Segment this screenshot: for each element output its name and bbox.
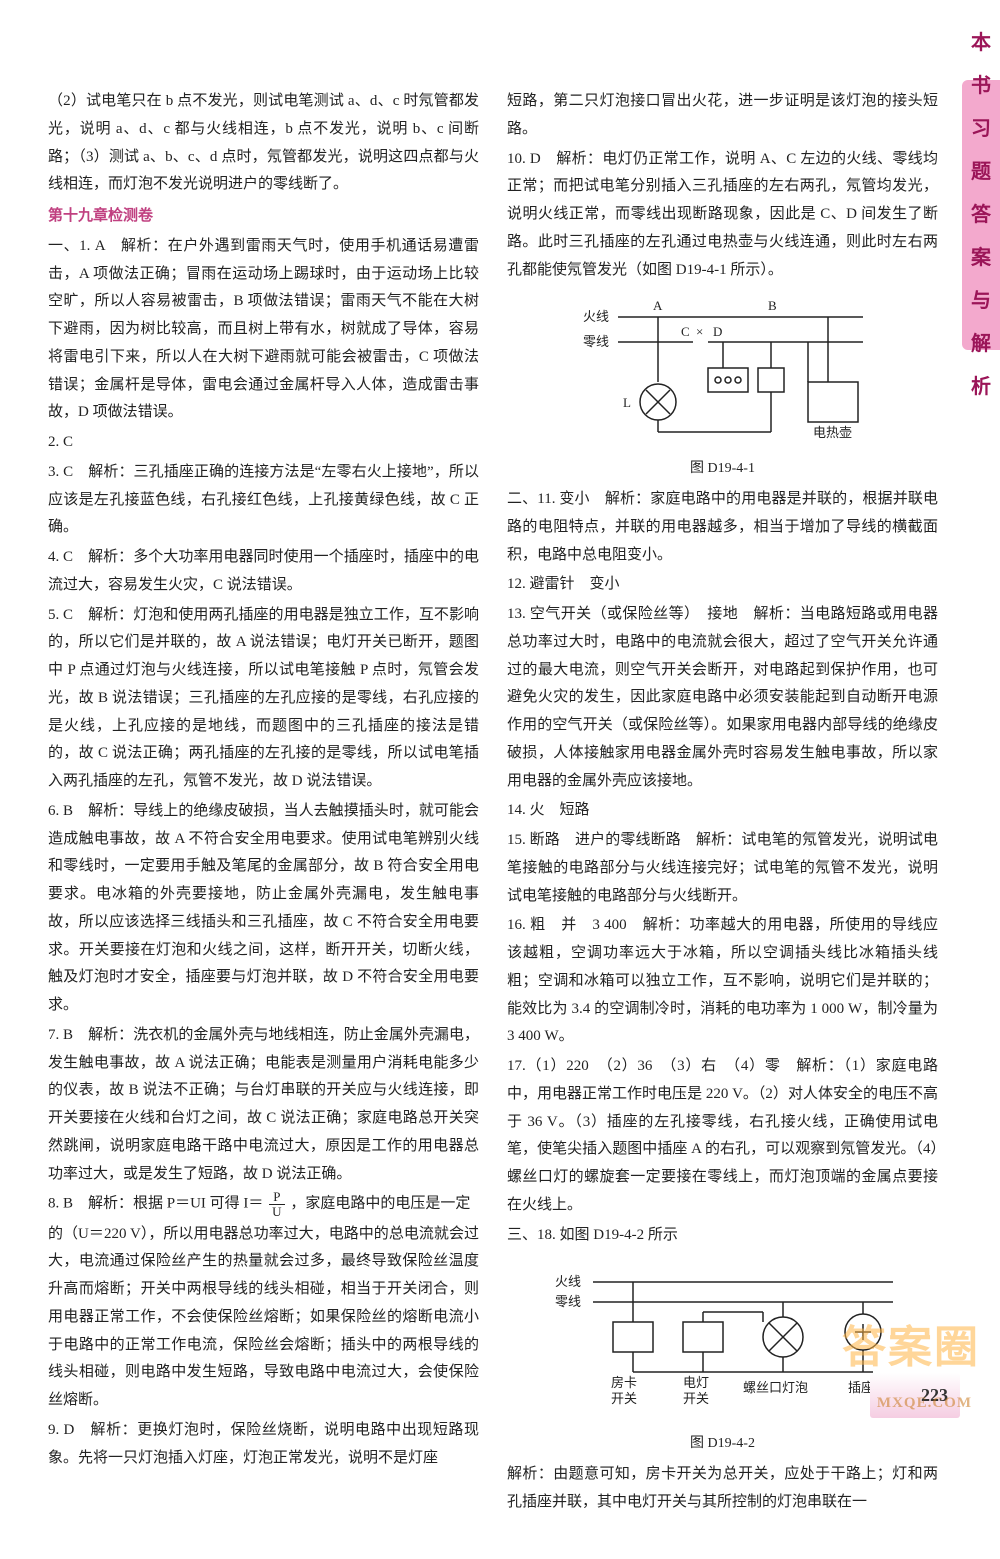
label-card2: 开关 <box>611 1391 637 1406</box>
left-column: （2）试电笔只在 b 点不发光，则试电笔测试 a、d、c 时氖管都发光，说明 a… <box>48 88 479 1519</box>
svg-text:×: × <box>696 324 703 339</box>
q17: 17.（1）220 （2）36 （3）右 （4）零 解析：（1）家庭电路中，用电… <box>507 1053 938 1220</box>
q7: 7. B 解析：洗衣机的金属外壳与地线相连，防止金属外壳漏电，发生触电事故，故 … <box>48 1022 479 1189</box>
sidebar-char: 答 <box>971 197 991 234</box>
q6: 6. B 解析：导线上的绝缘皮破损，当人去触摸插头时，就可能会造成触电事故，故 … <box>48 798 479 1020</box>
q8b: ，家庭电路中的电压是一定 <box>290 1196 470 1212</box>
label-D: D <box>713 324 722 339</box>
sidebar-char: 案 <box>971 240 991 277</box>
q8a: 8. B 解析：根据 P＝UI 可得 I＝ <box>48 1196 263 1212</box>
label-card: 房卡 <box>611 1375 637 1390</box>
figure-d19-4-1: × <box>563 292 883 452</box>
label-L: L <box>623 395 631 410</box>
q11: 二、11. 变小 解析：家庭电路中的用电器是并联的，根据并联电路的电阻特点，并联… <box>507 486 938 569</box>
q14: 14. 火 短路 <box>507 797 938 825</box>
label-kettle: 电热壶 <box>813 425 852 440</box>
q1: 一、1. A 解析：在户外遇到雷雨天气时，使用手机通话易遭雷击，A 项做法正确；… <box>48 233 479 427</box>
q15: 15. 断路 进户的零线断路 解析：试电笔的氖管发光，说明试电笔接触的电路部分与… <box>507 827 938 910</box>
frac-den: U <box>269 1205 284 1219</box>
sidebar-char: 析 <box>971 369 991 406</box>
q8: 8. B 解析：根据 P＝UI 可得 I＝ P U ，家庭电路中的电压是一定 <box>48 1190 479 1218</box>
p-end: 解析：由题意可知，房卡开关为总开关，应处于干路上；灯和两孔插座并联，其中电灯开关… <box>507 1461 938 1517</box>
q5: 5. C 解析：灯泡和使用两孔插座的用电器是独立工作，互不影响的，所以它们是并联… <box>48 602 479 796</box>
fig1-caption: 图 D19-4-1 <box>507 456 938 482</box>
label-C: C <box>681 324 690 339</box>
q13: 13. 空气开关（或保险丝等） 接地 解析：当电路短路或用电器总功率过大时，电路… <box>507 601 938 795</box>
sidebar-char: 本 <box>971 25 991 62</box>
q12: 12. 避雷针 变小 <box>507 571 938 599</box>
sidebar-tab: 本 书 习 题 答 案 与 解 析 <box>962 80 1000 350</box>
sidebar-char: 习 <box>971 111 991 148</box>
label-lamp: 螺丝口灯泡 <box>743 1380 808 1395</box>
label-hot: 火线 <box>583 309 609 324</box>
label-dswitch: 电灯 <box>683 1375 709 1390</box>
q4: 4. C 解析：多个大功率用电器同时使用一个插座时，插座中的电流过大，容易发生火… <box>48 544 479 600</box>
sidebar-char: 题 <box>971 154 991 191</box>
watermark: 答案圈 <box>842 1307 980 1388</box>
q9: 9. D 解析：更换灯泡时，保险丝烧断，说明电路中出现短路现象。先将一只灯泡插入… <box>48 1417 479 1473</box>
q18: 三、18. 如图 D19-4-2 所示 <box>507 1222 938 1250</box>
frac-num: P <box>269 1190 284 1205</box>
q2: 2. C <box>48 429 479 457</box>
right-column: 短路，第二只灯泡接口冒出火花，进一步证明是该灯泡的接头短路。 10. D 解析：… <box>507 88 938 1519</box>
q3: 3. C 解析：三孔插座正确的连接方法是“左零右火上接地”，所以应该是左孔接蓝色… <box>48 459 479 542</box>
label-dswitch2: 开关 <box>683 1391 709 1406</box>
label-neutral: 零线 <box>583 334 609 349</box>
fig2-caption: 图 D19-4-2 <box>507 1431 938 1457</box>
label-A: A <box>653 298 663 313</box>
label-B: B <box>768 298 777 313</box>
q16: 16. 粗 并 3 400 解析：功率越大的用电器，所使用的导线应该越粗，空调功… <box>507 912 938 1051</box>
fraction: P U <box>269 1190 284 1218</box>
q10: 10. D 解析：电灯仍正常工作，说明 A、C 左边的火线、零线均正常；而把试电… <box>507 146 938 285</box>
para: （2）试电笔只在 b 点不发光，则试电笔测试 a、d、c 时氖管都发光，说明 a… <box>48 88 479 199</box>
sidebar-char: 解 <box>971 326 991 363</box>
sidebar-char: 与 <box>971 283 991 320</box>
label-neutral2: 零线 <box>555 1294 581 1309</box>
sidebar-char: 书 <box>971 68 991 105</box>
watermark-url: MXQE.COM <box>877 1390 972 1418</box>
p0: 短路，第二只灯泡接口冒出火花，进一步证明是该灯泡的接头短路。 <box>507 88 938 144</box>
q8c: 的（U＝220 V），所以用电器总功率过大，电路中的总电流就会过大，电流通过保险… <box>48 1221 479 1415</box>
label-hot2: 火线 <box>555 1274 581 1289</box>
chapter-head: 第十九章检测卷 <box>48 203 479 231</box>
